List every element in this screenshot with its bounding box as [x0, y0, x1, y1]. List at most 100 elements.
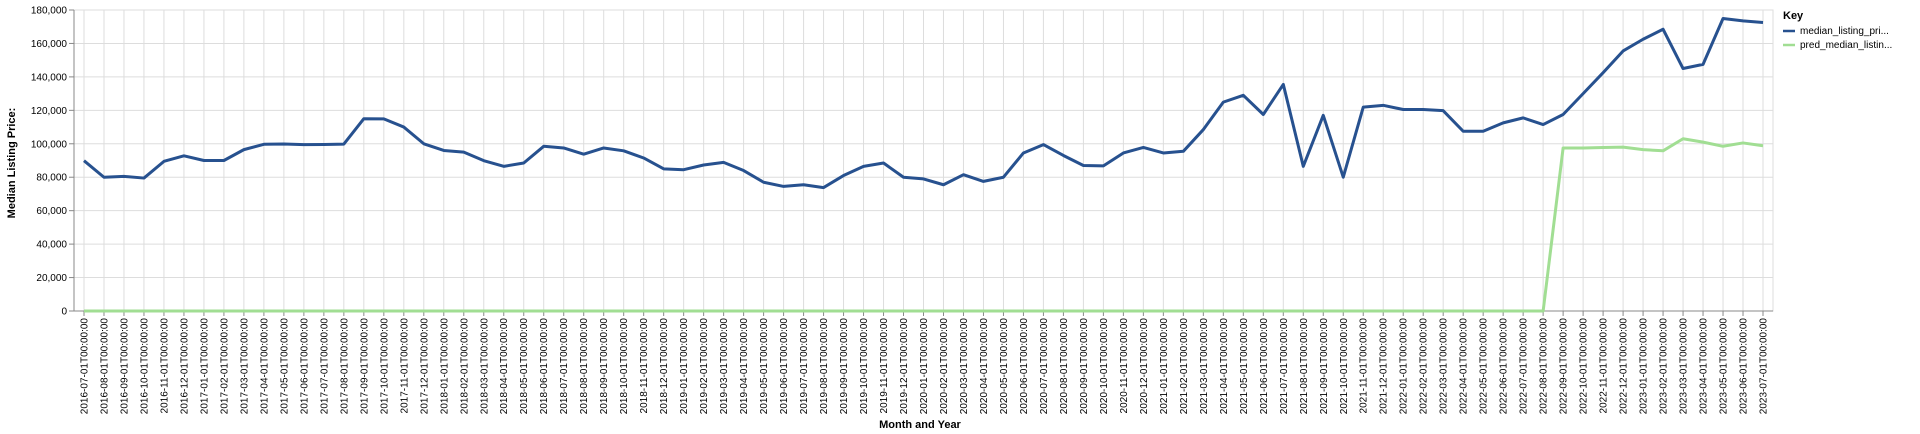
- x-tick-label: 2020-03-01T00:00:00: [959, 318, 970, 415]
- x-tick-label: 2018-09-01T00:00:00: [599, 318, 610, 415]
- x-tick-label: 2019-06-01T00:00:00: [779, 318, 790, 415]
- x-tick-label: 2021-03-01T00:00:00: [1199, 318, 1210, 415]
- x-tick-label: 2019-03-01T00:00:00: [719, 318, 730, 415]
- x-tick-label: 2019-10-01T00:00:00: [859, 318, 870, 415]
- y-tick-label: 80,000: [36, 173, 67, 184]
- x-tick-label: 2023-02-01T00:00:00: [1659, 318, 1670, 415]
- x-tick-label: 2018-01-01T00:00:00: [439, 318, 450, 415]
- x-tick-label: 2018-03-01T00:00:00: [479, 318, 490, 415]
- x-tick-label: 2017-12-01T00:00:00: [419, 318, 430, 415]
- legend-item: median_listing_pri...: [1783, 26, 1889, 37]
- y-tick-label: 0: [61, 307, 67, 318]
- x-tick-label: 2018-04-01T00:00:00: [499, 318, 510, 415]
- series-lines: [83, 17, 1764, 313]
- y-tick-label: 40,000: [36, 240, 67, 251]
- x-tick-label: 2017-03-01T00:00:00: [239, 318, 250, 415]
- x-tick-label: 2017-07-01T00:00:00: [319, 318, 330, 415]
- x-tick-label: 2020-01-01T00:00:00: [919, 318, 930, 415]
- x-tick-label: 2022-02-01T00:00:00: [1419, 318, 1430, 415]
- legend-label: median_listing_pri...: [1800, 26, 1889, 37]
- x-tick-label: 2023-03-01T00:00:00: [1679, 318, 1690, 415]
- x-tick-label: 2023-05-01T00:00:00: [1719, 318, 1730, 415]
- x-tick-label: 2021-01-01T00:00:00: [1159, 318, 1170, 415]
- legend: Key median_listing_pri... pred_median_lis…: [1783, 10, 1892, 51]
- x-tick-label: 2022-04-01T00:00:00: [1459, 318, 1470, 415]
- x-tick-label: 2022-01-01T00:00:00: [1399, 318, 1410, 415]
- axes: 0 20,000 40,000 60,000 80,000 100,000 120,000 1…: [31, 6, 1773, 415]
- x-tick-label: 2019-01-01T00:00:00: [679, 318, 690, 415]
- x-tick-label: 2021-08-01T00:00:00: [1299, 318, 1310, 415]
- x-tick-label: 2021-06-01T00:00:00: [1259, 318, 1270, 415]
- x-tick-label: 2019-04-01T00:00:00: [739, 318, 750, 415]
- y-tick-label: 180,000: [31, 6, 68, 17]
- x-tick-label: 2021-11-01T00:00:00: [1359, 318, 1370, 414]
- x-tick-label: 2018-10-01T00:00:00: [619, 318, 630, 415]
- x-tick-label: 2016-11-01T00:00:00: [159, 318, 170, 414]
- x-tick-label: 2017-09-01T00:00:00: [359, 318, 370, 415]
- x-tick-label: 2021-09-01T00:00:00: [1319, 318, 1330, 415]
- x-tick-label: 2023-06-01T00:00:00: [1739, 318, 1750, 415]
- x-tick-label: 2022-05-01T00:00:00: [1479, 318, 1490, 415]
- x-tick-label: 2016-09-01T00:00:00: [119, 318, 130, 415]
- y-axis-title: Median Listing Price:: [6, 108, 18, 219]
- y-tick-label: 100,000: [31, 139, 68, 150]
- y-tick-label: 140,000: [31, 72, 68, 83]
- x-tick-label: 2023-01-01T00:00:00: [1639, 318, 1650, 415]
- y-tick-label: 160,000: [31, 39, 68, 50]
- legend-title: Key: [1783, 10, 1804, 22]
- x-tick-label: 2020-06-01T00:00:00: [1019, 318, 1030, 415]
- x-tick-label: 2019-12-01T00:00:00: [899, 318, 910, 415]
- x-tick-label: 2019-09-01T00:00:00: [839, 318, 850, 415]
- x-tick-label: 2018-07-01T00:00:00: [559, 318, 570, 415]
- x-tick-label: 2022-10-01T00:00:00: [1579, 318, 1590, 415]
- x-tick-label: 2019-02-01T00:00:00: [699, 318, 710, 415]
- x-tick-label: 2020-12-01T00:00:00: [1139, 318, 1150, 415]
- x-tick-label: 2023-07-01T00:00:00: [1759, 318, 1770, 415]
- series-line-median-listing-pri: [83, 17, 1764, 190]
- x-tick-label: 2021-05-01T00:00:00: [1239, 318, 1250, 415]
- x-tick-label: 2018-11-01T00:00:00: [639, 318, 650, 414]
- x-tick-label: 2020-11-01T00:00:00: [1119, 318, 1130, 414]
- x-tick-label: 2022-12-01T00:00:00: [1619, 318, 1630, 415]
- x-tick-label: 2023-04-01T00:00:00: [1699, 318, 1710, 415]
- y-tick-label: 120,000: [31, 106, 68, 117]
- x-tick-label: 2018-02-01T00:00:00: [459, 318, 470, 415]
- x-tick-label: 2021-12-01T00:00:00: [1379, 318, 1390, 415]
- x-tick-label: 2022-08-01T00:00:00: [1539, 318, 1550, 415]
- x-tick-label: 2017-05-01T00:00:00: [279, 318, 290, 415]
- x-tick-label: 2019-05-01T00:00:00: [759, 318, 770, 415]
- x-axis-title: Month and Year: [879, 419, 961, 431]
- x-tick-label: 2021-04-01T00:00:00: [1219, 318, 1230, 415]
- x-tick-label: 2020-09-01T00:00:00: [1079, 318, 1090, 415]
- x-tick-label: 2022-07-01T00:00:00: [1519, 318, 1530, 415]
- x-tick-label: 2017-06-01T00:00:00: [299, 318, 310, 415]
- series-line-pred-median-listin: [83, 137, 1764, 313]
- x-tick-label: 2020-10-01T00:00:00: [1099, 318, 1110, 415]
- x-tick-label: 2016-07-01T00:00:00: [79, 318, 90, 415]
- x-tick-label: 2017-01-01T00:00:00: [199, 318, 210, 415]
- x-tick-label: 2017-02-01T00:00:00: [219, 318, 230, 415]
- gridlines: [73, 9, 1774, 312]
- x-tick-label: 2018-05-01T00:00:00: [519, 318, 530, 415]
- x-tick-label: 2021-07-01T00:00:00: [1279, 318, 1290, 415]
- x-tick-label: 2020-05-01T00:00:00: [999, 318, 1010, 415]
- legend-label: pred_median_listin...: [1800, 40, 1892, 51]
- x-tick-label: 2022-11-01T00:00:00: [1599, 318, 1610, 414]
- x-tick-label: 2019-08-01T00:00:00: [819, 318, 830, 415]
- x-tick-label: 2020-02-01T00:00:00: [939, 318, 950, 415]
- x-tick-label: 2020-08-01T00:00:00: [1059, 318, 1070, 415]
- x-tick-label: 2016-08-01T00:00:00: [99, 318, 110, 415]
- x-tick-label: 2016-10-01T00:00:00: [139, 318, 150, 415]
- x-tick-label: 2020-04-01T00:00:00: [979, 318, 990, 415]
- x-tick-label: 2017-10-01T00:00:00: [379, 318, 390, 415]
- x-tick-label: 2022-09-01T00:00:00: [1559, 318, 1570, 415]
- x-tick-label: 2017-11-01T00:00:00: [399, 318, 410, 414]
- x-tick-label: 2018-08-01T00:00:00: [579, 318, 590, 415]
- x-tick-label: 2019-07-01T00:00:00: [799, 318, 810, 415]
- x-tick-label: 2018-12-01T00:00:00: [659, 318, 670, 415]
- x-tick-label: 2022-06-01T00:00:00: [1499, 318, 1510, 415]
- x-tick-label: 2018-06-01T00:00:00: [539, 318, 550, 415]
- x-tick-label: 2019-11-01T00:00:00: [879, 318, 890, 414]
- x-tick-label: 2020-07-01T00:00:00: [1039, 318, 1050, 415]
